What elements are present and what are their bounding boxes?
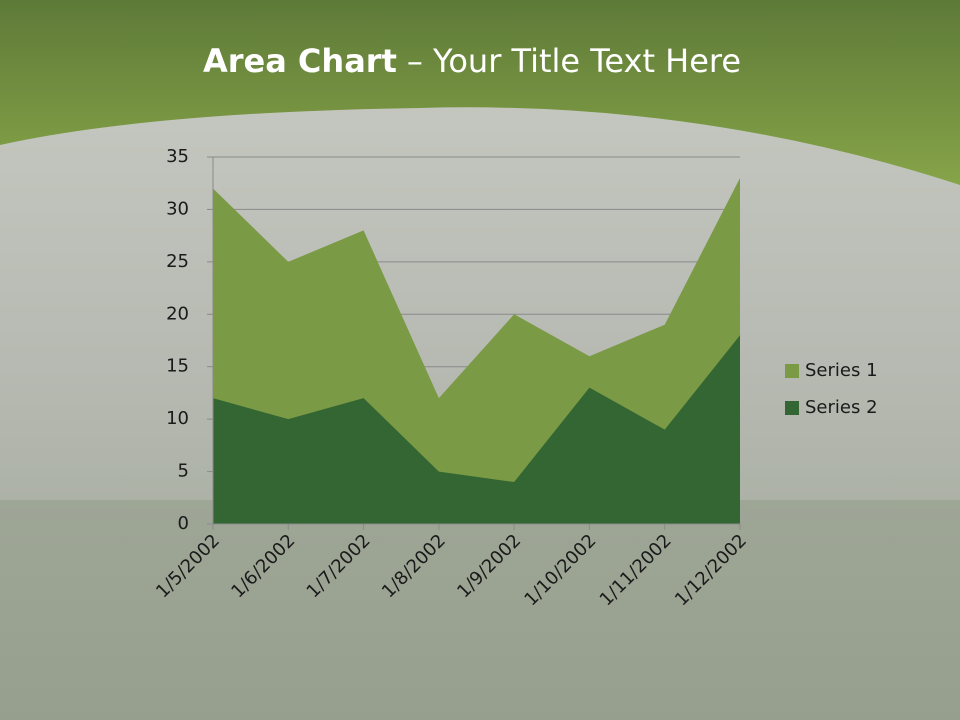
title-bold: Area Chart xyxy=(203,42,397,80)
title-rest: – Your Title Text Here xyxy=(407,42,741,80)
y-tick-label: 15 xyxy=(166,356,189,377)
y-tick-label: 5 xyxy=(178,461,189,482)
legend-label: Series 1 xyxy=(805,360,878,381)
legend-label: Series 2 xyxy=(805,397,878,418)
y-tick-label: 35 xyxy=(166,146,189,167)
y-tick-label: 25 xyxy=(166,251,189,272)
slide-title: Area Chart – Your Title Text Here xyxy=(203,42,741,80)
y-tick-label: 20 xyxy=(166,303,189,324)
area xyxy=(213,335,740,524)
y-tick-label: 30 xyxy=(166,198,189,219)
legend-swatch xyxy=(785,364,799,378)
header-band xyxy=(0,0,960,185)
legend-swatch xyxy=(785,401,799,415)
y-tick-label: 0 xyxy=(178,513,189,534)
y-tick-label: 10 xyxy=(166,408,189,429)
background-steps xyxy=(0,500,960,720)
